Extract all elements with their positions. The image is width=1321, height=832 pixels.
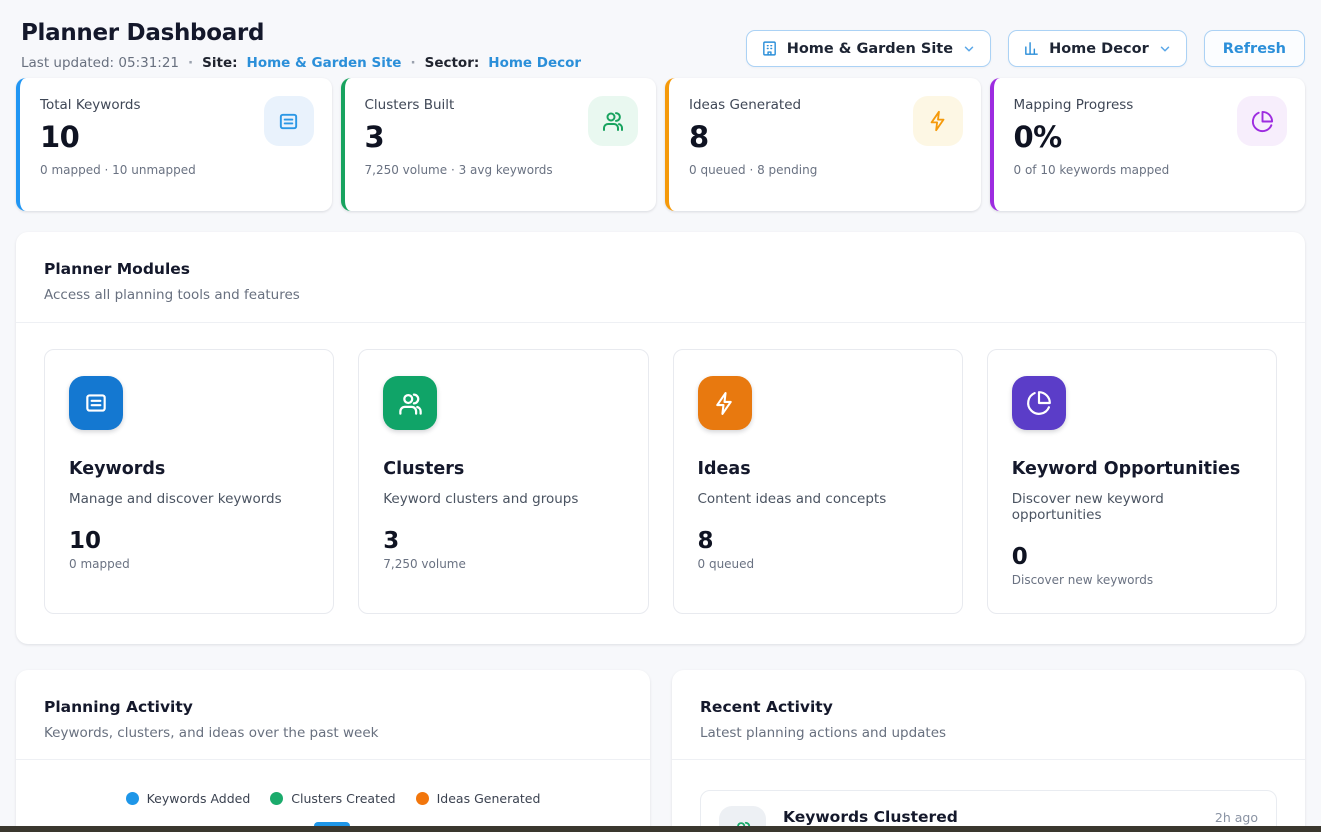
toolbar: Home & Garden Site Home Decor Refresh	[746, 30, 1305, 67]
module-card-keywords[interactable]: Keywords Manage and discover keywords 10…	[44, 349, 334, 614]
module-value: 10	[69, 528, 309, 554]
legend-item-keywords-added: Keywords Added	[126, 791, 251, 806]
module-value: 3	[383, 528, 623, 554]
module-title: Keywords	[69, 459, 309, 479]
legend-dot-orange	[416, 792, 429, 805]
users-icon	[383, 376, 437, 430]
legend-label: Clusters Created	[291, 791, 395, 806]
legend-label: Ideas Generated	[437, 791, 541, 806]
legend-dot-blue	[126, 792, 139, 805]
recent-activity-title: Recent Activity	[700, 698, 1277, 716]
stat-subtext: 0 mapped · 10 unmapped	[40, 163, 312, 177]
divider	[16, 322, 1305, 323]
meta-separator: ·	[410, 55, 415, 71]
lightning-icon	[698, 376, 752, 430]
activity-timestamp: 2h ago	[1215, 806, 1258, 825]
module-title: Ideas	[698, 459, 938, 479]
document-icon	[69, 376, 123, 430]
bottom-row: Planning Activity Keywords, clusters, an…	[16, 670, 1305, 832]
planning-activity-title: Planning Activity	[44, 698, 622, 716]
stat-subtext: 0 of 10 keywords mapped	[1014, 163, 1286, 177]
legend-item-ideas-generated: Ideas Generated	[416, 791, 541, 806]
sector-dropdown[interactable]: Home Decor	[1008, 30, 1187, 67]
modules-grid: Keywords Manage and discover keywords 10…	[44, 349, 1277, 614]
meta-separator: ·	[188, 55, 193, 71]
lightning-icon	[913, 96, 963, 146]
site-link[interactable]: Home & Garden Site	[247, 55, 402, 71]
site-dropdown-label: Home & Garden Site	[787, 41, 953, 57]
page-header: Planner Dashboard Last updated: 05:31:21…	[0, 0, 1321, 71]
legend-dot-green	[270, 792, 283, 805]
refresh-button[interactable]: Refresh	[1204, 30, 1305, 67]
stat-subtext: 0 queued · 8 pending	[689, 163, 961, 177]
planning-activity-subtitle: Keywords, clusters, and ideas over the p…	[44, 725, 622, 741]
stat-subtext: 7,250 volume · 3 avg keywords	[365, 163, 637, 177]
module-value: 0	[1012, 544, 1252, 570]
planning-activity-card: Planning Activity Keywords, clusters, an…	[16, 670, 650, 832]
module-description: Keyword clusters and groups	[383, 491, 623, 507]
module-subtext: 7,250 volume	[383, 557, 623, 571]
sector-dropdown-label: Home Decor	[1049, 41, 1149, 57]
sector-label: Sector:	[425, 55, 480, 71]
module-title: Keyword Opportunities	[1012, 459, 1252, 479]
module-description: Content ideas and concepts	[698, 491, 938, 507]
refresh-button-label: Refresh	[1223, 41, 1286, 57]
module-title: Clusters	[383, 459, 623, 479]
site-dropdown[interactable]: Home & Garden Site	[746, 30, 991, 67]
activity-title: Keywords Clustered	[783, 808, 1198, 826]
site-label: Site:	[202, 55, 237, 71]
sector-link[interactable]: Home Decor	[488, 55, 581, 71]
module-value: 8	[698, 528, 938, 554]
document-icon	[264, 96, 314, 146]
legend-label: Keywords Added	[147, 791, 251, 806]
users-icon	[588, 96, 638, 146]
stat-card-total-keywords: Total Keywords 10 0 mapped · 10 unmapped	[16, 78, 332, 211]
divider	[16, 759, 650, 760]
stat-card-ideas-generated: Ideas Generated 8 0 queued · 8 pending	[665, 78, 981, 211]
chevron-down-icon	[1158, 42, 1172, 56]
screen-bottom-edge	[0, 826, 1321, 832]
modules-section-subtitle: Access all planning tools and features	[44, 287, 1277, 303]
module-subtext: 0 queued	[698, 557, 938, 571]
modules-section-title: Planner Modules	[44, 260, 1277, 278]
last-updated-text: Last updated: 05:31:21	[21, 55, 179, 71]
pie-chart-icon	[1237, 96, 1287, 146]
activity-list: Keywords Clustered 3 new clusters create…	[672, 760, 1305, 832]
module-card-clusters[interactable]: Clusters Keyword clusters and groups 3 7…	[358, 349, 648, 614]
module-card-keyword-opportunities[interactable]: Keyword Opportunities Discover new keywo…	[987, 349, 1277, 614]
module-subtext: Discover new keywords	[1012, 573, 1252, 587]
chart-legend: Keywords Added Clusters Created Ideas Ge…	[16, 791, 650, 806]
planner-modules-panel: Planner Modules Access all planning tool…	[16, 232, 1305, 644]
stat-card-mapping-progress: Mapping Progress 0% 0 of 10 keywords map…	[990, 78, 1306, 211]
building-icon	[761, 40, 778, 57]
module-description: Discover new keyword opportunities	[1012, 491, 1252, 523]
legend-item-clusters-created: Clusters Created	[270, 791, 395, 806]
module-card-ideas[interactable]: Ideas Content ideas and concepts 8 0 que…	[673, 349, 963, 614]
recent-activity-subtitle: Latest planning actions and updates	[700, 725, 1277, 741]
chevron-down-icon	[962, 42, 976, 56]
module-subtext: 0 mapped	[69, 557, 309, 571]
recent-activity-card: Recent Activity Latest planning actions …	[672, 670, 1305, 832]
module-description: Manage and discover keywords	[69, 491, 309, 507]
pie-chart-icon	[1012, 376, 1066, 430]
stat-card-clusters-built: Clusters Built 3 7,250 volume · 3 avg ke…	[341, 78, 657, 211]
bar-chart-icon	[1023, 40, 1040, 57]
stats-row: Total Keywords 10 0 mapped · 10 unmapped…	[16, 78, 1305, 211]
